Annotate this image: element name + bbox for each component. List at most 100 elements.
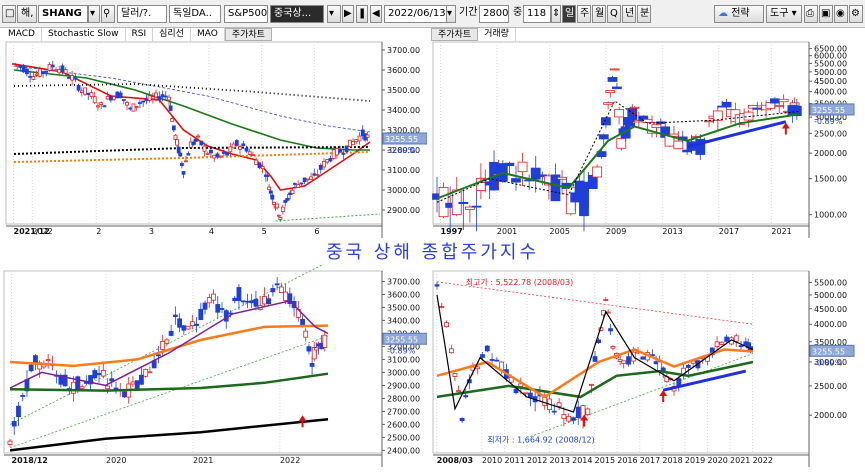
interval-year-button[interactable]: 년 xyxy=(622,5,636,23)
weekly-candle-body xyxy=(172,314,178,318)
daily-candlestick-chart[interactable]: 3700.00 3600.00 3500.00 3400.00 3300.00 3200.… xyxy=(2,28,427,238)
y-tick-label: 3600.00 xyxy=(387,66,420,75)
monthly-candle-body xyxy=(724,336,730,342)
tab-volume[interactable]: 거래량 xyxy=(478,28,516,41)
window-box-button[interactable]: □ xyxy=(2,5,16,23)
interval-minute-button[interactable]: 분 xyxy=(637,5,651,23)
daily-candle-body xyxy=(163,95,168,98)
daily-candle-body xyxy=(318,164,323,170)
daily-candle-body xyxy=(21,66,26,73)
calendar-dropdown-icon[interactable]: ▾ xyxy=(446,5,456,23)
mode-button[interactable]: 해, xyxy=(17,5,37,23)
monthly-candle-body xyxy=(608,328,613,332)
x-tick-label: 6 xyxy=(314,227,319,236)
daily-candle-body xyxy=(170,118,175,122)
x-tick-label: 2017 xyxy=(719,227,739,236)
symbol-input[interactable]: SHANG xyxy=(38,5,88,23)
longterm-candle-body xyxy=(789,102,800,106)
daily-candle-body xyxy=(86,92,91,95)
daily-candle-body xyxy=(265,175,270,177)
x-tick-label: 2017 xyxy=(640,456,660,465)
x-tick-label: 2018 xyxy=(662,456,682,465)
daily-candle-body xyxy=(257,162,262,169)
tab-price-chart[interactable]: 주가차트 xyxy=(224,28,272,41)
weekly-candle-body xyxy=(79,386,85,389)
prev-icon[interactable]: ◀ xyxy=(370,5,382,23)
longterm-candle-body xyxy=(601,117,611,126)
monthly-candlestick-chart[interactable]: 5500.00 5000.00 4500.00 4000.00 3500.00 3000.… xyxy=(431,265,863,473)
daily-candle-body xyxy=(193,138,198,142)
tab-price-chart[interactable]: 주가차트 xyxy=(431,28,479,41)
weekly-candle-body xyxy=(198,308,204,321)
weekly-candle-body xyxy=(300,319,305,326)
longterm-chart-panel[interactable]: 주가차트 거래량 6500.00 6000.00 5500.00 5000.00 450… xyxy=(431,28,863,238)
camera-icon[interactable]: ◉ xyxy=(834,5,848,23)
y-tick-label: 4500.00 xyxy=(814,305,847,314)
y-tick-label: 3200.00 xyxy=(387,342,420,351)
print-icon[interactable]: ⎙ xyxy=(804,5,818,23)
search-icon[interactable]: ⚲ xyxy=(101,5,115,23)
symbol-dropdown-button[interactable]: ▾ xyxy=(88,5,100,23)
last-price-box xyxy=(809,344,855,357)
x-tick-label: 2001 xyxy=(497,227,517,236)
daily-candle-body xyxy=(260,166,265,170)
currency-select[interactable]: 달러/?. xyxy=(117,5,167,23)
strategy-button[interactable]: ☁ 전략 xyxy=(714,5,764,23)
interval-day-button[interactable]: 일 xyxy=(562,5,576,23)
interval-month-button[interactable]: 월 xyxy=(592,5,606,23)
daily-candle-body xyxy=(176,146,181,154)
daily-candle-body xyxy=(131,103,136,112)
weekly-candle-body xyxy=(240,300,246,303)
y-tick-label: 1000.00 xyxy=(814,211,847,220)
y-tick-label: 3300.00 xyxy=(387,126,420,135)
daily-candle-body xyxy=(41,71,45,74)
daily-candle-body xyxy=(147,95,152,101)
monthly-candle-body xyxy=(585,408,591,416)
monthly-candle-body xyxy=(566,415,572,422)
weekly-candle-body xyxy=(33,355,38,364)
interval-quarter-button[interactable]: Q xyxy=(607,5,621,23)
longterm-candle-body xyxy=(603,102,614,105)
longterm-candle-body xyxy=(769,98,780,104)
change-pct-label: -0.89% xyxy=(814,358,843,367)
tab-mao[interactable]: MAO xyxy=(190,28,225,41)
dropdown-arrow-icon[interactable]: ▾ xyxy=(327,5,341,23)
save-icon[interactable]: ▣ xyxy=(819,5,833,23)
count-input[interactable]: 118 xyxy=(523,5,551,23)
tab-macd[interactable]: MACD xyxy=(2,28,42,41)
monthly-chart-panel[interactable]: 5500.00 5000.00 4500.00 4000.00 3500.00 3000.… xyxy=(431,265,863,473)
tab-psychology[interactable]: 심리선 xyxy=(153,28,191,41)
index-name-select[interactable]: 중국상... xyxy=(270,5,324,23)
ma-line-ma_black_dot2 xyxy=(13,146,371,155)
weekly-candle-body xyxy=(274,283,280,286)
tab-stochastic[interactable]: Stochastic Slow xyxy=(41,28,126,41)
y-tick-label: 4000.00 xyxy=(814,320,847,329)
daily-candle-body xyxy=(351,141,355,145)
play-icon[interactable]: ▶ xyxy=(342,5,354,23)
longterm-candle-body xyxy=(791,105,802,117)
daily-candle-body xyxy=(272,201,276,205)
daily-candle-body xyxy=(305,178,310,181)
count-spin-icon[interactable]: ⇕ xyxy=(551,5,561,23)
y-tick-label: 3400.00 xyxy=(387,316,420,325)
y-tick-label: 3100.00 xyxy=(387,166,420,175)
daily-candle-body xyxy=(157,96,162,101)
tab-rsi[interactable]: RSI xyxy=(125,28,154,41)
date-input[interactable]: 2022/06/13 xyxy=(384,5,448,23)
daily-candle-body xyxy=(134,106,139,108)
settings-icon[interactable]: ⚙ xyxy=(849,5,863,23)
weekly-candle-body xyxy=(249,300,255,304)
weekly-chart-panel[interactable]: 3700.003600.003500.003400.003300.003200.… xyxy=(2,265,427,473)
index-code-select[interactable]: S&P500 xyxy=(224,5,268,23)
period-input[interactable]: 2800 xyxy=(479,5,509,23)
tools-button[interactable]: 도구 ▾ xyxy=(766,5,802,23)
weekly-candlestick-chart[interactable]: 3700.003600.003500.003400.003300.003200.… xyxy=(2,265,427,473)
daily-chart-panel[interactable]: MACD Stochastic Slow RSI 심리선 MAO 주가차트 37… xyxy=(2,28,427,238)
x-tick-label: 2010 xyxy=(482,456,502,465)
interval-week-button[interactable]: 주 xyxy=(577,5,591,23)
longterm-candle-body xyxy=(557,176,567,180)
last-price-label: 3255.55 xyxy=(812,106,845,115)
country-select[interactable]: 독일DA.. xyxy=(169,5,221,23)
pause-icon[interactable]: ❚❚ xyxy=(356,5,368,23)
